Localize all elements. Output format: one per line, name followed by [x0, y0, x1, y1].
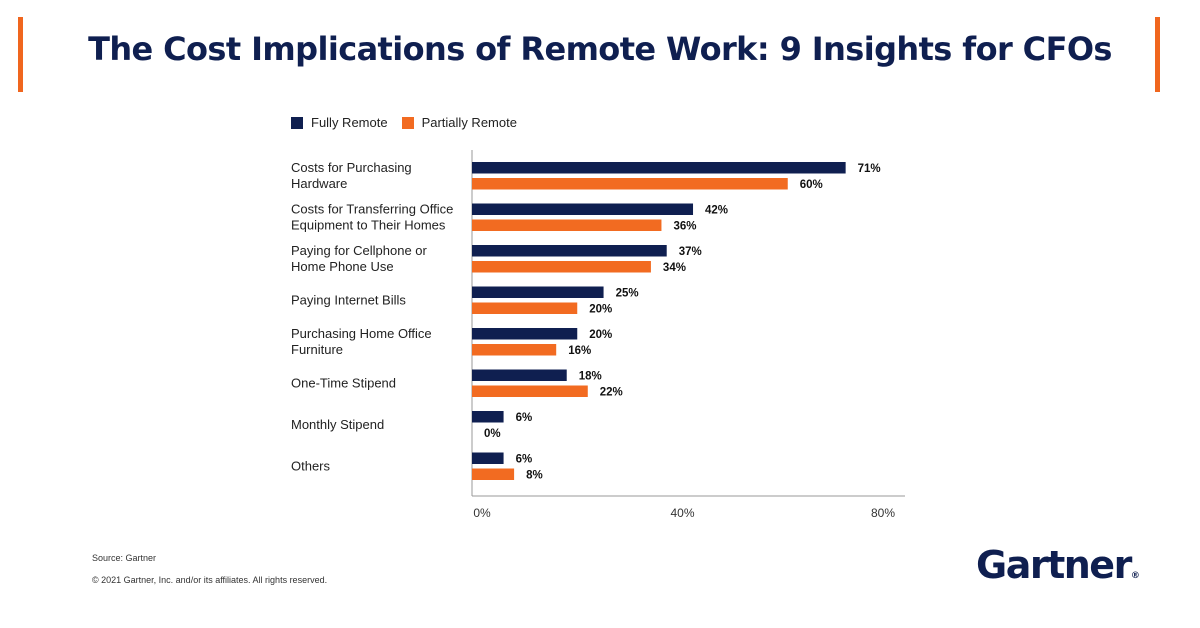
bar-fully-remote — [472, 328, 578, 340]
bar-partially-remote — [472, 261, 651, 273]
category-label: Purchasing Home Office Furniture — [291, 326, 432, 357]
logo-text: Gartner — [976, 543, 1132, 587]
data-label-partially-remote: 34% — [663, 262, 686, 274]
legend-label-fully-remote: Fully Remote — [311, 115, 388, 130]
data-label-partially-remote: 60% — [800, 179, 823, 191]
legend-label-partially-remote: Partially Remote — [421, 115, 517, 130]
bar-partially-remote — [472, 302, 578, 314]
data-label-fully-remote: 71% — [858, 163, 881, 175]
bar-partially-remote — [472, 178, 788, 190]
chart-legend: Fully Remote Partially Remote — [291, 115, 531, 130]
gartner-logo: Gartner® — [976, 543, 1140, 587]
bar-fully-remote — [472, 203, 694, 215]
bar-partially-remote — [472, 468, 515, 480]
data-label-fully-remote: 6% — [516, 454, 533, 466]
category-label: One-Time Stipend — [291, 375, 396, 390]
bar-fully-remote — [472, 452, 504, 464]
data-label-fully-remote: 6% — [516, 412, 533, 424]
copyright-note: © 2021 Gartner, Inc. and/or its affiliat… — [92, 575, 328, 585]
category-label: Others — [291, 458, 331, 473]
legend-swatch-partially-remote — [401, 116, 414, 129]
legend-swatch-fully-remote — [291, 116, 303, 129]
bar-fully-remote — [472, 369, 567, 381]
legend-item-fully-remote: Fully Remote — [291, 115, 388, 130]
data-label-partially-remote: 0% — [484, 428, 501, 440]
bar-partially-remote — [472, 385, 588, 397]
x-tick-label: 80% — [871, 506, 895, 520]
bar-fully-remote — [472, 245, 667, 257]
source-note: Source: Gartner — [92, 553, 157, 563]
data-label-partially-remote: 36% — [673, 221, 696, 233]
category-label: Paying for Cellphone or Home Phone Use — [291, 243, 428, 274]
category-label: Costs for Transferring Office Equipment t… — [291, 201, 453, 232]
data-label-partially-remote: 8% — [526, 470, 543, 482]
x-tick-label: 0% — [473, 506, 491, 520]
legend-item-partially-remote: Partially Remote — [401, 115, 517, 130]
category-label: Monthly Stipend — [291, 417, 384, 432]
bar-fully-remote — [472, 162, 846, 174]
page-title: The Cost Implications of Remote Work: 9 … — [88, 30, 1112, 68]
bar-partially-remote — [472, 344, 557, 356]
category-label: Costs for Purchasing Hardware — [291, 160, 412, 191]
data-label-partially-remote: 22% — [600, 387, 623, 399]
data-label-partially-remote: 20% — [589, 304, 612, 316]
bar-fully-remote — [472, 286, 604, 298]
data-label-fully-remote: 42% — [705, 205, 728, 217]
data-label-fully-remote: 20% — [589, 329, 612, 341]
data-label-fully-remote: 37% — [679, 246, 702, 258]
category-label: Paying Internet Bills — [291, 292, 406, 307]
bar-partially-remote — [472, 219, 662, 231]
data-label-partially-remote: 16% — [568, 345, 591, 357]
x-tick-label: 40% — [670, 506, 694, 520]
data-label-fully-remote: 18% — [579, 371, 602, 383]
logo-registered-mark: ® — [1130, 571, 1140, 581]
right-accent-bar — [1155, 17, 1160, 92]
left-accent-bar — [18, 17, 23, 92]
data-label-fully-remote: 25% — [616, 288, 639, 300]
bar-fully-remote — [472, 411, 504, 423]
